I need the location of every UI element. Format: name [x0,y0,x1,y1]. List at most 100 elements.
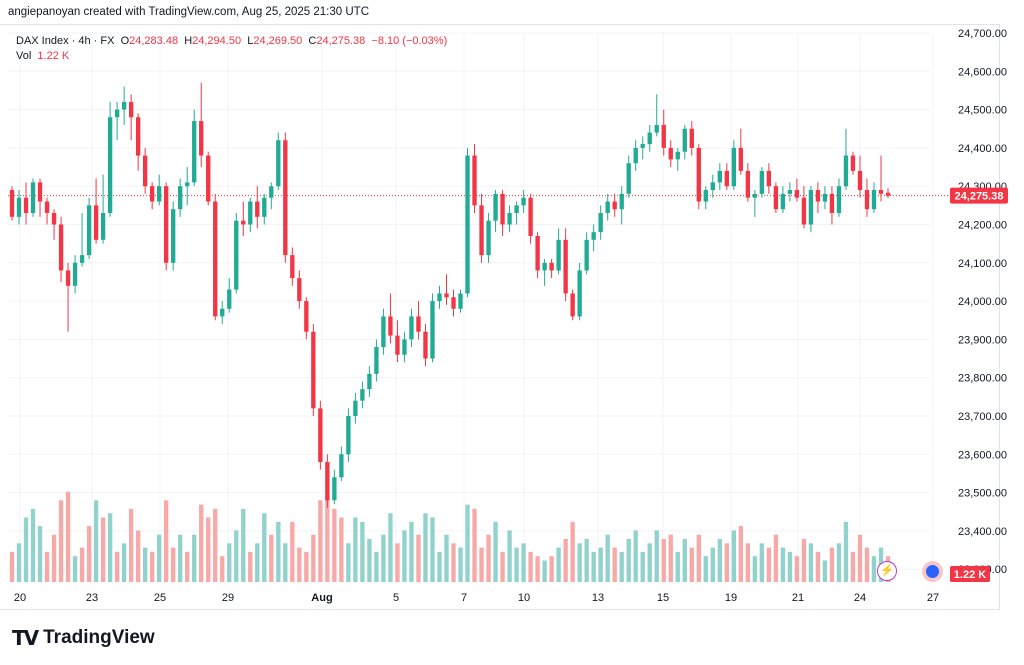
candle-body [885,192,891,196]
candle-body [156,186,162,202]
volume-bar [528,551,533,582]
candle-body [514,205,519,214]
volume-bar [171,547,176,582]
y-tick-label: 24,400.00 [958,143,1007,155]
volume-bar [857,534,863,582]
volume-bar [72,556,78,582]
candle-body [304,301,309,332]
candle-body [430,301,435,359]
volume-bar [213,508,218,582]
volume-bar [738,526,744,582]
volume-bar [773,534,779,582]
volume-bar [269,534,274,582]
volume-bar [801,539,807,582]
candle-body [37,182,43,202]
volume-bar [864,547,870,582]
lightning-icon[interactable]: ⚡ [877,561,897,581]
volume-bar [717,539,722,582]
candle-body [787,190,793,194]
symbol-name[interactable]: DAX Index · 4h · FX [16,35,115,47]
volume-bar [65,491,71,582]
candle-body [472,155,477,206]
open-value: 24,283.48 [129,35,179,47]
volume-bar [423,513,428,582]
x-tick-label: 24 [854,592,866,604]
volume-bar [93,500,99,582]
candle-body [107,117,113,214]
candle-body [493,193,498,221]
tradingview-logo[interactable]: TV TradingView [12,626,155,650]
candle-body [283,140,288,256]
y-tick-label: 23,800.00 [958,373,1007,385]
volume-bar [472,508,477,582]
candle-body [192,121,197,183]
candle-body [661,124,666,148]
volume-bar [142,547,148,582]
x-tick-label: 5 [393,592,399,604]
volume-bar [815,551,821,582]
candle-body [766,170,772,187]
candle-body [388,316,393,336]
volume-bar [766,547,772,582]
candle-body [185,182,190,187]
candle-body [619,193,624,210]
candle-body [864,190,870,210]
volume-bar [402,530,407,582]
candle-body [752,193,758,198]
candle-body [843,155,849,187]
candle-body [416,316,421,332]
x-tick-label: 20 [14,592,26,604]
candle-body [808,190,814,225]
candle-body [44,201,50,214]
candle-body [500,193,505,225]
volume-bar [549,556,554,582]
volume-bar [577,543,582,582]
volume-bar [759,543,765,582]
candle-body [528,197,533,236]
candle-body [255,201,260,217]
volume-bar [206,517,211,582]
candle-body [850,155,856,171]
candle-body [325,461,330,501]
globe-icon[interactable] [922,561,943,582]
candle-body [297,278,302,302]
volume-bar [465,504,470,582]
candle-body [479,205,484,256]
candle-body [206,155,211,202]
volume-bar [409,521,414,582]
chart-pane[interactable] [0,24,1000,610]
candle-body [423,331,428,359]
candle-body [248,201,253,225]
candle-body [9,190,15,217]
volume-bar [570,521,575,582]
candle-body [724,170,729,187]
candle-body [801,197,807,225]
candle-body [381,316,386,348]
candle-body [220,308,225,317]
high-label: H [184,35,193,47]
volume-bar [654,530,659,582]
volume-bar [381,534,386,582]
volume-label: Vol [16,50,32,62]
candle-body [668,147,673,160]
close-value: 24,275.38 [316,35,366,47]
volume-bar [367,539,372,582]
candle-body [591,232,596,240]
candle-body [199,121,204,156]
volume-bar [479,547,484,582]
volume-bar [626,539,631,582]
candle-body [507,213,512,225]
volume-bar [745,543,751,582]
volume-bar [829,547,835,582]
volume-bar [114,551,120,582]
volume-bar [444,534,449,582]
candle-body [717,170,722,183]
volume-bar [542,560,547,582]
volume-bar [731,530,736,582]
volume-bar [619,551,624,582]
x-tick-label: 10 [518,592,530,604]
volume-bar [156,534,162,582]
volume-bar [598,547,603,582]
volume-bar [227,543,232,582]
